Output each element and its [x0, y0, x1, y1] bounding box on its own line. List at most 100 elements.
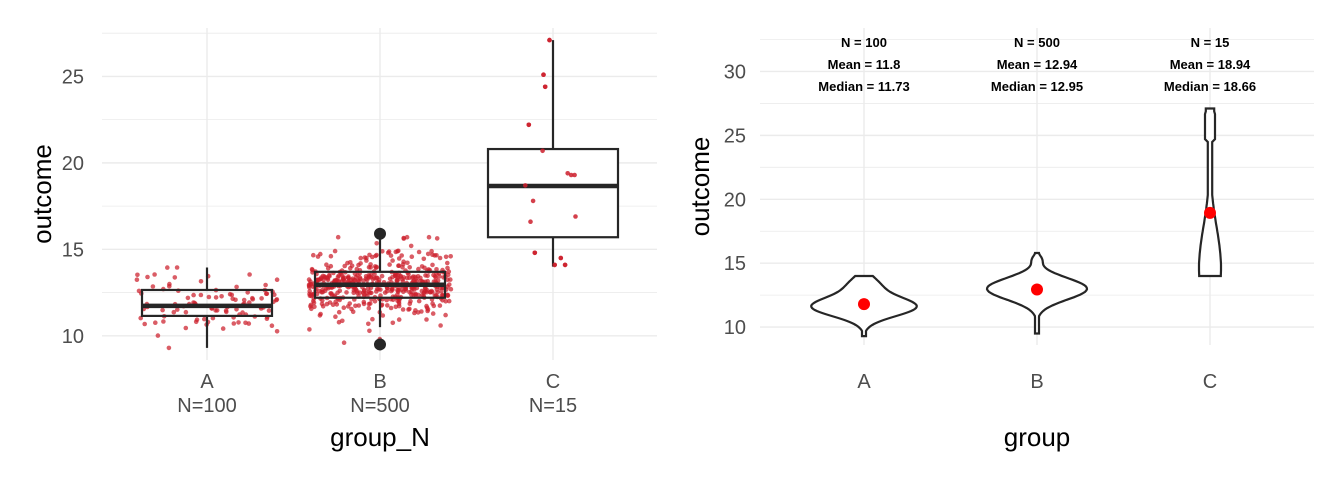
jitter-point: [327, 272, 332, 278]
jitter-point: [336, 309, 342, 315]
jitter-point: [223, 308, 229, 313]
jitter-point: [155, 333, 161, 338]
x-axis-title: group_N: [330, 422, 430, 452]
jitter-point: [269, 323, 275, 329]
jitter-point: [166, 345, 172, 351]
jitter-point: [174, 265, 180, 270]
jitter-point: [392, 273, 398, 279]
jitter-point: [434, 267, 439, 272]
jitter-point: [312, 304, 317, 310]
jitter-point: [361, 301, 367, 307]
jitter-point: [396, 317, 402, 322]
jitter-point: [153, 320, 158, 326]
jitter-point: [425, 251, 431, 257]
jitter-point: [445, 265, 450, 271]
stat-annotation: Mean = 11.8: [828, 57, 901, 72]
jitter-point: [213, 295, 219, 300]
jitter-point: [416, 298, 422, 304]
stat-annotation: Median = 18.66: [1164, 79, 1256, 94]
y-tick-label: 20: [724, 189, 746, 211]
jitter-point: [421, 290, 427, 296]
jitter-point: [385, 285, 390, 291]
box-A: [140, 267, 274, 348]
jitter-point: [361, 290, 366, 296]
jitter-point: [183, 309, 189, 315]
y-axis-title: outcome: [685, 137, 715, 237]
jitter-point: [407, 289, 412, 295]
jitter-point: [528, 219, 533, 224]
jitter-point: [322, 274, 327, 279]
y-tick-label: 20: [62, 153, 84, 175]
jitter-point: [418, 275, 423, 281]
jitter-point: [430, 262, 435, 268]
boxplot-panel: 10 15 20 25 AN=100 BN=500 CN=15 group_N outcome: [27, 28, 657, 452]
jitter-point: [356, 303, 362, 308]
jitter-point: [430, 290, 435, 295]
jitter-point: [406, 307, 411, 312]
jitter-point: [439, 292, 445, 298]
jitter-point: [409, 254, 415, 259]
jitter-point: [558, 255, 564, 261]
x-tick-label: A: [857, 371, 871, 393]
jitter-point: [363, 274, 369, 279]
jitter-point: [306, 277, 312, 282]
jitter-point: [433, 275, 439, 281]
x-tick-n-label: N=15: [529, 395, 577, 417]
jitter-point: [172, 275, 178, 280]
jitter-point: [530, 198, 536, 204]
jitter-point: [220, 326, 226, 331]
box-B: [313, 227, 447, 351]
jitter-point: [264, 291, 269, 297]
jitter-point: [326, 286, 331, 291]
jitter-point: [416, 266, 421, 272]
jitter-point: [337, 297, 343, 303]
jitter-point: [353, 287, 359, 292]
jitter-point: [395, 298, 400, 304]
jitter-point: [306, 282, 312, 288]
jitter-point: [447, 282, 452, 287]
jitter-point: [374, 241, 380, 246]
jitter-point: [356, 278, 362, 284]
jitter-point: [400, 262, 406, 267]
jitter-point: [274, 297, 279, 303]
jitter-point: [380, 313, 386, 318]
jitter-point: [412, 310, 417, 316]
jitter-point: [379, 273, 385, 279]
x-tick-label: B: [373, 371, 386, 393]
violin-C: [1197, 107, 1223, 278]
stat-annotation: N = 100: [841, 35, 887, 50]
jitter-point: [443, 312, 448, 318]
jitter-point: [358, 255, 364, 261]
jitter-point: [347, 301, 353, 306]
jitter-point: [311, 252, 316, 258]
jitter-point: [368, 262, 373, 267]
jitter-point: [335, 275, 341, 280]
jitter-point: [344, 290, 349, 295]
jitter-point: [194, 317, 200, 323]
jitter-point: [367, 252, 372, 258]
jitter-point: [393, 304, 399, 310]
y-tick-label: 15: [724, 253, 746, 275]
jitter-point: [135, 272, 140, 278]
jitter-point: [387, 262, 392, 267]
jitter-point: [341, 305, 347, 311]
jitter-point: [365, 286, 371, 291]
jitter-point: [206, 294, 212, 300]
jitter-point: [562, 262, 568, 268]
jitter-point: [274, 277, 280, 283]
jitter-point: [320, 298, 325, 303]
jitter-point: [374, 252, 379, 258]
jitter-point: [152, 272, 157, 277]
jitter-point: [424, 317, 429, 322]
jitter-point: [425, 307, 431, 312]
jitter-point: [245, 290, 250, 295]
jitter-point: [351, 290, 357, 296]
jitter-point: [430, 301, 435, 306]
jitter-point: [443, 254, 449, 260]
jitter-point: [411, 292, 416, 298]
jitter-point: [380, 249, 385, 254]
jitter-point: [311, 300, 317, 306]
jitter-point: [390, 258, 395, 263]
jitter-point: [145, 274, 150, 280]
jitter-point: [446, 269, 452, 274]
